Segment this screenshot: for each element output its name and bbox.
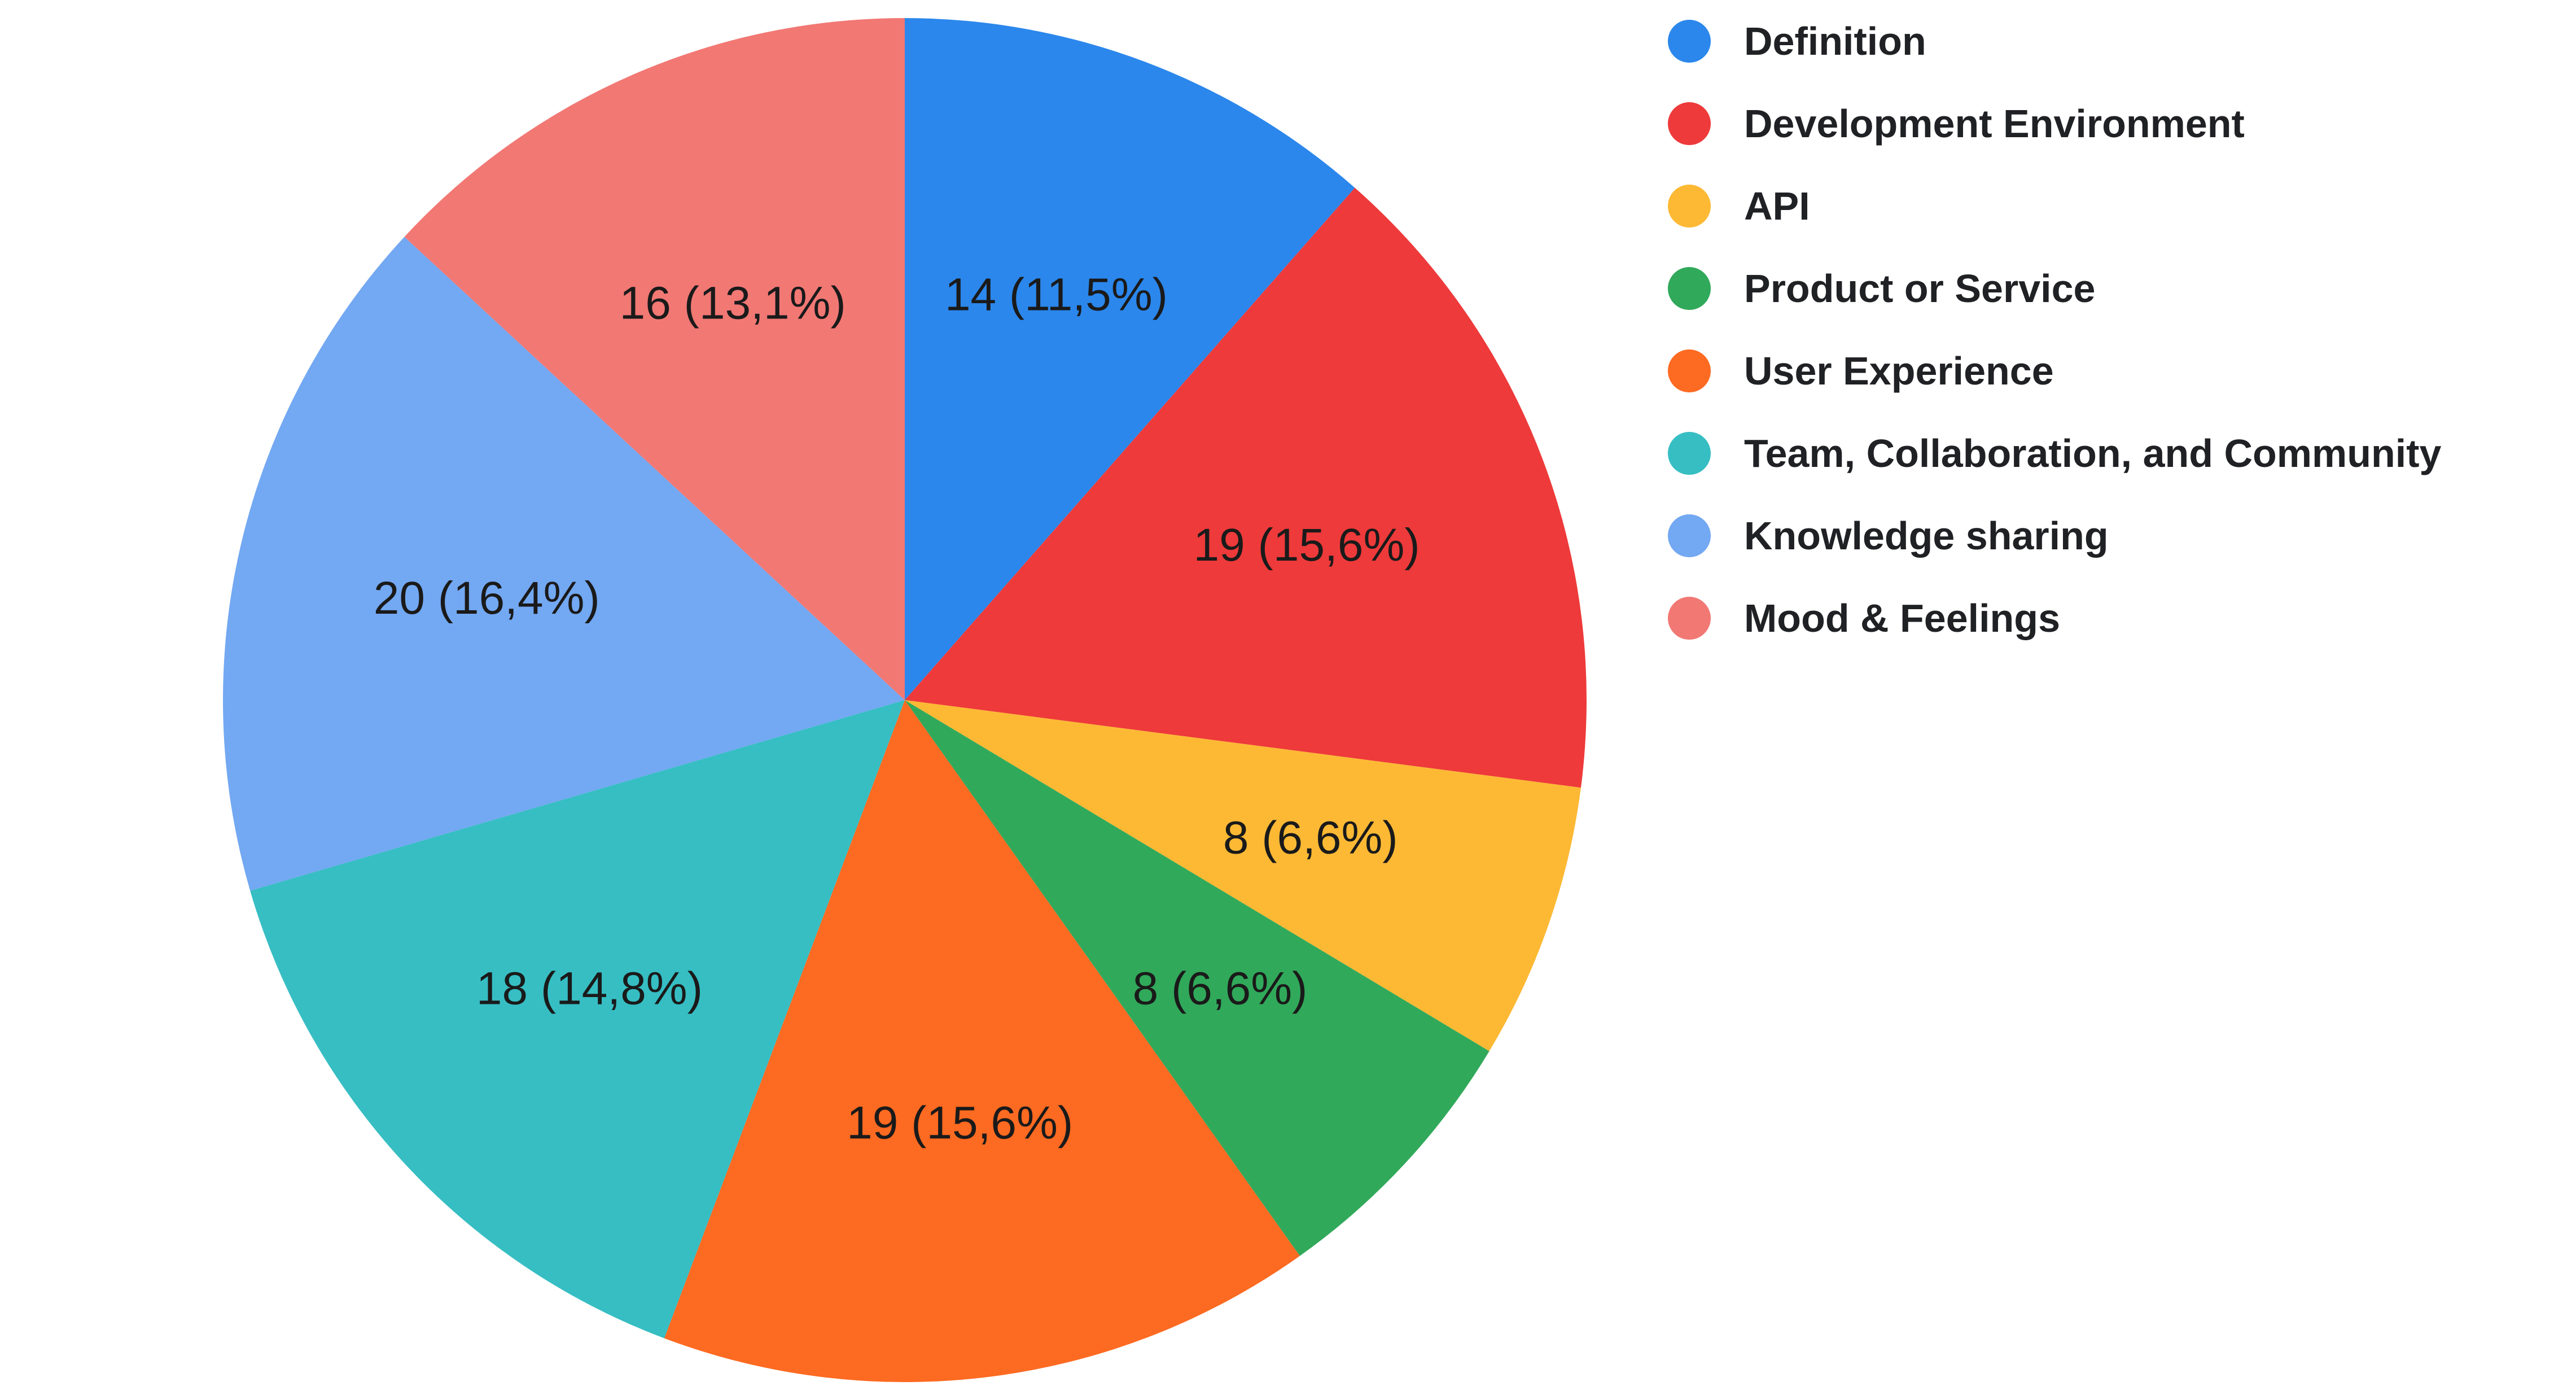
legend-label-development-environment: Development Environment: [1744, 102, 2245, 146]
legend-item-definition[interactable]: Definition: [1668, 16, 2543, 67]
slice-label-development-environment: 19 (15,6%): [1194, 519, 1420, 571]
slice-label-product-or-service: 8 (6,6%): [1133, 963, 1308, 1015]
slice-label-team-collaboration-and-community: 18 (14,8%): [476, 963, 703, 1015]
legend-item-mood-feelings[interactable]: Mood & Feelings: [1668, 593, 2543, 644]
slice-label-user-experience: 19 (15,6%): [847, 1097, 1073, 1148]
legend-label-product-or-service: Product or Service: [1744, 266, 2096, 311]
chart-legend: Definition Development Environment API P…: [1668, 16, 2543, 675]
slice-label-api: 8 (6,6%): [1223, 812, 1398, 864]
pie-slice-user-experience[interactable]: [664, 700, 1300, 1382]
pie-slice-api[interactable]: [905, 700, 1581, 1051]
legend-item-product-or-service[interactable]: Product or Service: [1668, 263, 2543, 314]
legend-swatch-api: [1668, 185, 1711, 228]
legend-swatch-mood-feelings: [1668, 597, 1711, 640]
legend-swatch-knowledge-sharing: [1668, 514, 1711, 557]
legend-label-team-collaboration-community: Team, Collaboration, and Community: [1744, 431, 2442, 475]
pie-slices: [223, 18, 1587, 1382]
legend-item-development-environment[interactable]: Development Environment: [1668, 98, 2543, 149]
slice-label-mood-feelings: 16 (13,1%): [620, 277, 846, 329]
legend-item-api[interactable]: API: [1668, 181, 2543, 231]
legend-item-team-collaboration-community[interactable]: Team, Collaboration, and Community: [1668, 428, 2543, 479]
pie-slice-definition[interactable]: [905, 18, 1355, 700]
legend-label-api: API: [1744, 184, 1810, 228]
legend-label-knowledge-sharing: Knowledge sharing: [1744, 514, 2109, 558]
pie-slice-labels: 14 (11,5%) 19 (15,6%) 8 (6,6%) 8 (6,6%) 19 (…: [374, 269, 1420, 1149]
slice-label-definition: 14 (11,5%): [945, 269, 1168, 321]
legend-label-definition: Definition: [1744, 19, 1926, 63]
slice-label-knowledge-sharing: 20 (16,4%): [374, 572, 600, 624]
pie-slice-development-environment[interactable]: [905, 187, 1587, 788]
legend-label-user-experience: User Experience: [1744, 349, 2054, 393]
legend-label-mood-feelings: Mood & Feelings: [1744, 596, 2060, 640]
legend-swatch-definition: [1668, 20, 1711, 63]
legend-item-knowledge-sharing[interactable]: Knowledge sharing: [1668, 510, 2543, 561]
legend-item-user-experience[interactable]: User Experience: [1668, 346, 2543, 396]
legend-swatch-product-or-service: [1668, 267, 1711, 310]
pie-slice-team-collaboration-and-community[interactable]: [250, 700, 905, 1339]
pie-slice-mood-feelings[interactable]: [404, 18, 905, 700]
legend-swatch-team-collaboration-community: [1668, 432, 1711, 475]
legend-swatch-development-environment: [1668, 102, 1711, 145]
pie-slice-product-or-service[interactable]: [905, 700, 1489, 1256]
pie-slice-knowledge-sharing[interactable]: [223, 237, 905, 891]
legend-swatch-user-experience: [1668, 349, 1711, 392]
